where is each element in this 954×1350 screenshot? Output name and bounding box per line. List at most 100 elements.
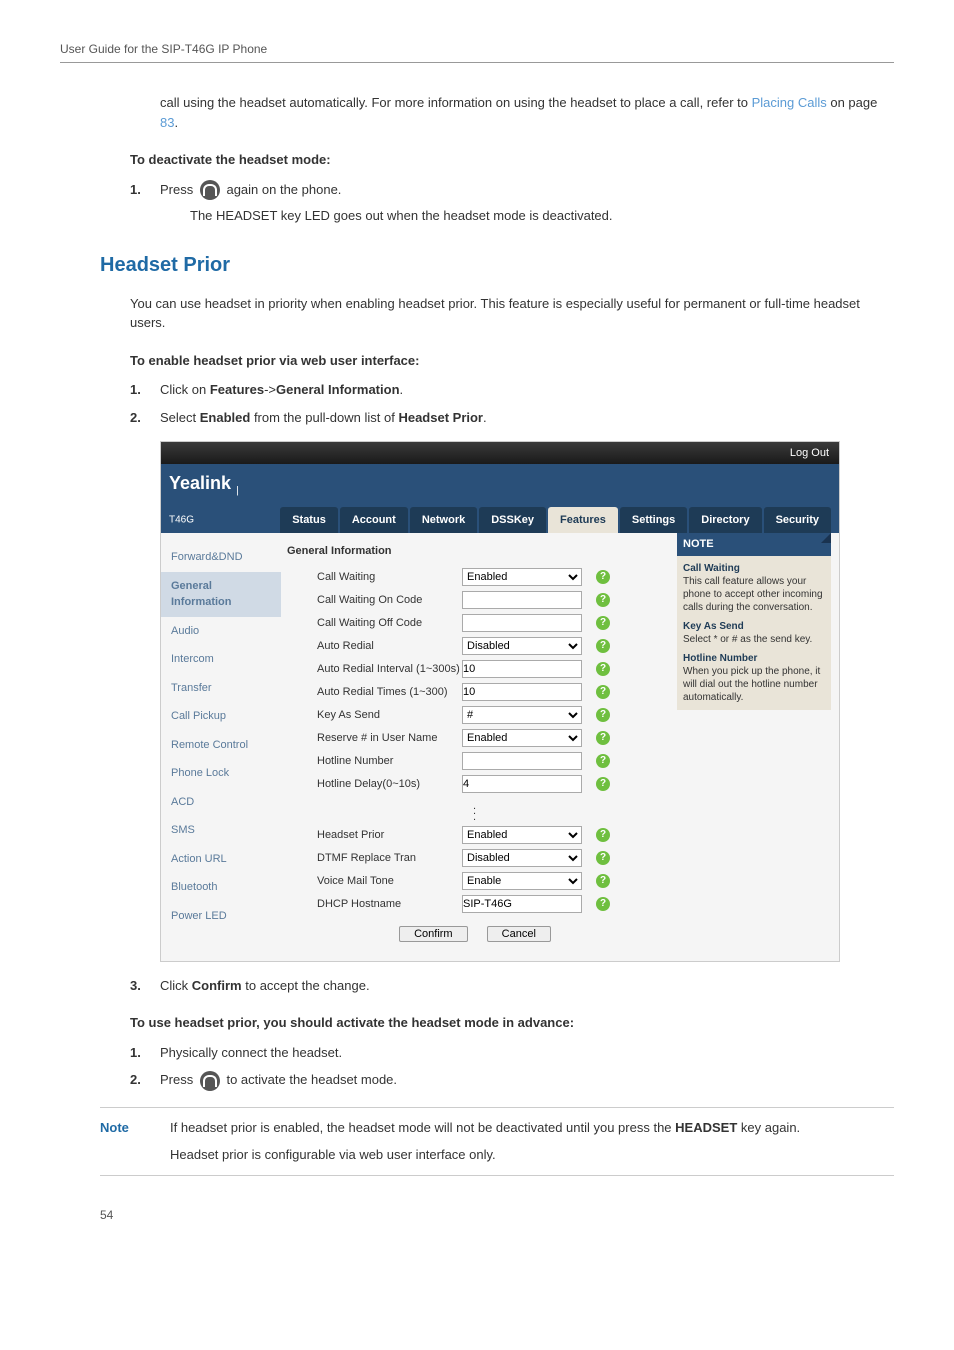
tab-security[interactable]: Security xyxy=(764,507,831,534)
tab-settings[interactable]: Settings xyxy=(620,507,687,534)
form-row: Call Waiting On Code? xyxy=(287,591,663,609)
note-text: This call feature allows your phone to a… xyxy=(683,575,825,614)
form-label: DHCP Hostname xyxy=(287,896,462,913)
sidebar-item[interactable]: SMS xyxy=(161,816,281,845)
form-row: Auto RedialDisabled? xyxy=(287,637,663,655)
form-row: Key As Send#? xyxy=(287,706,663,724)
enable-step-1: Click on Features->General Information. xyxy=(130,380,894,400)
form-control xyxy=(462,683,592,701)
s1d: General Information xyxy=(276,382,400,397)
s2c: from the pull-down list of xyxy=(250,410,398,425)
help-icon[interactable]: ? xyxy=(596,570,610,584)
sidebar-item[interactable]: Call Pickup xyxy=(161,702,281,731)
sidebar-item[interactable]: Power LED xyxy=(161,902,281,931)
form-label: Auto Redial Times (1~300) xyxy=(287,684,462,701)
form-row: Hotline Delay(0~10s)? xyxy=(287,775,663,793)
form-input[interactable] xyxy=(462,614,582,632)
cancel-button[interactable]: Cancel xyxy=(487,926,551,942)
form-input[interactable] xyxy=(462,775,582,793)
form-row: Auto Redial Interval (1~300s)? xyxy=(287,660,663,678)
sidebar-item[interactable]: Audio xyxy=(161,617,281,646)
form-label: Voice Mail Tone xyxy=(287,873,462,890)
help-icon[interactable]: ? xyxy=(596,662,610,676)
form-input[interactable]: Enable xyxy=(462,872,582,890)
use-steps: Physically connect the headset. Press to… xyxy=(130,1043,894,1091)
help-icon[interactable]: ? xyxy=(596,874,610,888)
form-control xyxy=(462,591,592,609)
sc-note-panel: NOTE Call WaitingThis call feature allow… xyxy=(669,533,839,961)
form-input[interactable]: Disabled xyxy=(462,849,582,867)
note-label: Note xyxy=(100,1118,150,1165)
s1c: -> xyxy=(264,382,276,397)
tab-account[interactable]: Account xyxy=(340,507,408,534)
form-control xyxy=(462,895,592,913)
sc-rows-bottom: Headset PriorEnabled?DTMF Replace TranDi… xyxy=(287,826,663,913)
form-label: Call Waiting On Code xyxy=(287,592,462,609)
tab-features[interactable]: Features xyxy=(548,507,618,534)
sc-main-title: General Information xyxy=(287,543,663,560)
sc-ellipsis: ... xyxy=(287,798,663,827)
sidebar-item[interactable]: Phone Lock xyxy=(161,759,281,788)
tab-network[interactable]: Network xyxy=(410,507,477,534)
sidebar-item[interactable]: Intercom xyxy=(161,645,281,674)
confirm-button[interactable]: Confirm xyxy=(399,926,468,942)
deactivate-step-1: Press again on the phone. The HEADSET ke… xyxy=(130,180,894,226)
sc-topbar: Log Out xyxy=(161,442,839,464)
form-label: Reserve # in User Name xyxy=(287,730,462,747)
intro-after-link: on page xyxy=(827,95,878,110)
tab-directory[interactable]: Directory xyxy=(689,507,761,534)
logout-link[interactable]: Log Out xyxy=(790,447,829,459)
help-icon[interactable]: ? xyxy=(596,639,610,653)
form-input[interactable]: Enabled xyxy=(462,568,582,586)
use-step-1: Physically connect the headset. xyxy=(130,1043,894,1063)
form-input[interactable] xyxy=(462,591,582,609)
form-label: Call Waiting Off Code xyxy=(287,615,462,632)
help-icon[interactable]: ? xyxy=(596,593,610,607)
form-input[interactable]: Disabled xyxy=(462,637,582,655)
form-row: DHCP Hostname? xyxy=(287,895,663,913)
help-icon[interactable]: ? xyxy=(596,777,610,791)
form-input[interactable]: Enabled xyxy=(462,826,582,844)
deactivate-steps: Press again on the phone. The HEADSET ke… xyxy=(130,180,894,226)
sidebar-item[interactable]: Transfer xyxy=(161,674,281,703)
help-icon[interactable]: ? xyxy=(596,828,610,842)
page-ref-link[interactable]: 83 xyxy=(160,115,174,130)
sidebar-item[interactable]: Bluetooth xyxy=(161,873,281,902)
sidebar-item[interactable]: General Information xyxy=(161,572,281,617)
note-title: Hotline Number xyxy=(683,652,825,665)
u2b: to activate the headset mode. xyxy=(226,1072,397,1087)
form-control xyxy=(462,752,592,770)
sidebar-item[interactable]: Remote Control xyxy=(161,731,281,760)
s3c: to accept the change. xyxy=(242,978,370,993)
form-input[interactable]: # xyxy=(462,706,582,724)
headset-icon xyxy=(200,1071,220,1091)
tab-dsskey[interactable]: DSSKey xyxy=(479,507,546,534)
placing-calls-link[interactable]: Placing Calls xyxy=(752,95,827,110)
form-input[interactable] xyxy=(462,752,582,770)
deactivate-title: To deactivate the headset mode: xyxy=(130,150,894,170)
help-icon[interactable]: ? xyxy=(596,754,610,768)
help-icon[interactable]: ? xyxy=(596,897,610,911)
help-icon[interactable]: ? xyxy=(596,685,610,699)
note-title: Key As Send xyxy=(683,620,825,633)
form-input[interactable] xyxy=(462,895,582,913)
sidebar-item[interactable]: Action URL xyxy=(161,845,281,874)
form-control: Disabled xyxy=(462,637,592,655)
help-icon[interactable]: ? xyxy=(596,708,610,722)
help-icon[interactable]: ? xyxy=(596,616,610,630)
form-input[interactable]: Enabled xyxy=(462,729,582,747)
s3b: Confirm xyxy=(192,978,242,993)
help-icon[interactable]: ? xyxy=(596,851,610,865)
page-number: 54 xyxy=(100,1206,894,1224)
s2d: Headset Prior xyxy=(398,410,483,425)
form-row: Call Waiting Off Code? xyxy=(287,614,663,632)
sidebar-item[interactable]: Forward&DND xyxy=(161,543,281,572)
form-input[interactable] xyxy=(462,660,582,678)
enable-steps: Click on Features->General Information. … xyxy=(130,380,894,427)
sidebar-item[interactable]: ACD xyxy=(161,788,281,817)
help-icon[interactable]: ? xyxy=(596,731,610,745)
note-title: Call Waiting xyxy=(683,562,825,575)
form-input[interactable] xyxy=(462,683,582,701)
tab-status[interactable]: Status xyxy=(280,507,338,534)
s2a: Select xyxy=(160,410,200,425)
